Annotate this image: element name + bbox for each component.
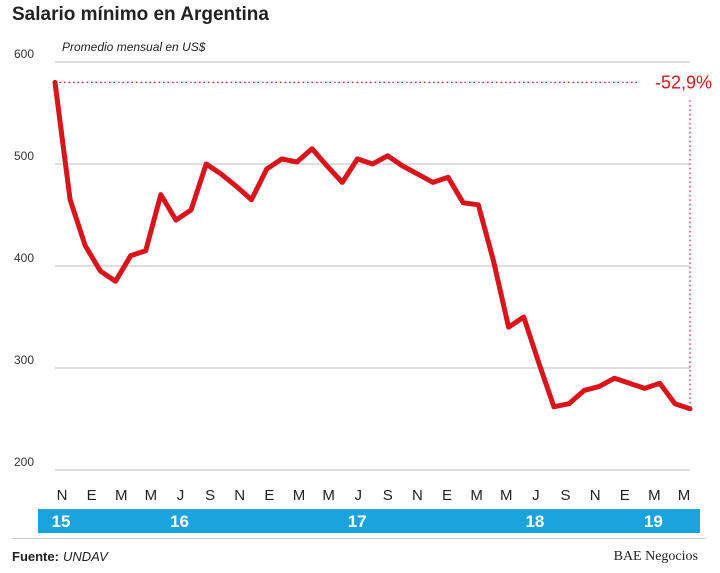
data-point: [461, 200, 466, 205]
data-point: [98, 269, 103, 274]
x-tick-label-month: E: [87, 487, 97, 504]
x-tick-label-month: M: [145, 487, 158, 504]
data-point: [612, 376, 617, 381]
source-note: Fuente: UNDAV: [12, 549, 108, 564]
source-label: Fuente:: [12, 549, 59, 564]
data-point: [476, 202, 481, 207]
data-point: [627, 381, 632, 386]
x-tick-label-month: M: [648, 487, 661, 504]
data-point: [249, 197, 254, 202]
x-tick-label-month: S: [383, 487, 393, 504]
x-tick-label-month: S: [561, 487, 571, 504]
data-point: [310, 146, 315, 151]
data-point: [567, 401, 572, 406]
chart-subtitle: Promedio mensual en US$: [62, 40, 206, 54]
x-tick-label-month: E: [442, 487, 452, 504]
data-point: [688, 406, 693, 411]
x-tick-label-month: N: [412, 487, 423, 504]
data-point: [370, 162, 375, 167]
data-point: [506, 325, 511, 330]
data-point: [597, 384, 602, 389]
x-tick-label-month: S: [205, 487, 215, 504]
series-line: [52, 79, 693, 412]
data-point: [446, 175, 451, 180]
data-point: [415, 172, 420, 177]
y-tick-label-600: 600: [14, 47, 34, 61]
x-tick-label-month: J: [532, 487, 540, 504]
x-tick-label-year: 16: [170, 512, 189, 531]
data-point: [325, 164, 330, 169]
change-annotation: -52,9%: [655, 72, 712, 92]
x-tick-label-month: M: [293, 487, 306, 504]
footer-divider: [12, 538, 706, 539]
data-point: [128, 253, 133, 258]
chart-title: Salario mínimo en Argentina: [12, 4, 269, 25]
data-point: [53, 80, 58, 85]
x-tick-label-month: M: [500, 487, 513, 504]
data-point: [355, 156, 360, 161]
year-band: [38, 509, 700, 533]
data-point: [430, 180, 435, 185]
x-tick-label-month: M: [322, 487, 335, 504]
x-tick-label-month: M: [678, 487, 691, 504]
data-point: [551, 404, 556, 409]
x-tick-label-month: E: [620, 487, 630, 504]
x-tick-label-month: E: [264, 487, 274, 504]
data-point: [657, 381, 662, 386]
y-tick-label-500: 500: [14, 149, 34, 163]
data-point: [143, 248, 148, 253]
data-point: [294, 159, 299, 164]
data-point: [279, 156, 284, 161]
x-tick-label-year: 17: [348, 512, 367, 531]
data-point: [219, 172, 224, 177]
x-tick-label-year: 15: [52, 512, 71, 531]
data-point: [204, 162, 209, 167]
data-point: [340, 180, 345, 185]
x-tick-label-month: J: [177, 487, 185, 504]
y-tick-label-400: 400: [14, 251, 34, 265]
data-point: [68, 197, 73, 202]
x-tick-label-year: 18: [525, 512, 544, 531]
x-tick-label-month: M: [470, 487, 483, 504]
x-tick-label-month: M: [115, 487, 128, 504]
data-point: [491, 258, 496, 263]
y-tick-label-200: 200: [14, 455, 34, 469]
x-tick-label-month: N: [590, 487, 601, 504]
x-tick-label-year: 19: [644, 512, 663, 531]
data-point: [385, 153, 390, 158]
data-point: [234, 184, 239, 189]
data-point: [83, 243, 88, 248]
data-point: [173, 218, 178, 223]
x-tick-label-month: N: [234, 487, 245, 504]
data-point: [158, 192, 163, 197]
data-point: [521, 315, 526, 320]
y-tick-label-300: 300: [14, 353, 34, 367]
data-point: [189, 207, 194, 212]
data-point: [400, 164, 405, 169]
data-point: [672, 401, 677, 406]
x-tick-label-month: J: [354, 487, 362, 504]
source-value: UNDAV: [62, 549, 108, 564]
x-tick-label-month: N: [57, 487, 68, 504]
publisher-credit: BAE Negocios: [613, 549, 698, 564]
data-point: [113, 279, 118, 284]
data-point: [536, 360, 541, 365]
data-point: [642, 386, 647, 391]
data-point: [582, 388, 587, 393]
data-point: [264, 167, 269, 172]
